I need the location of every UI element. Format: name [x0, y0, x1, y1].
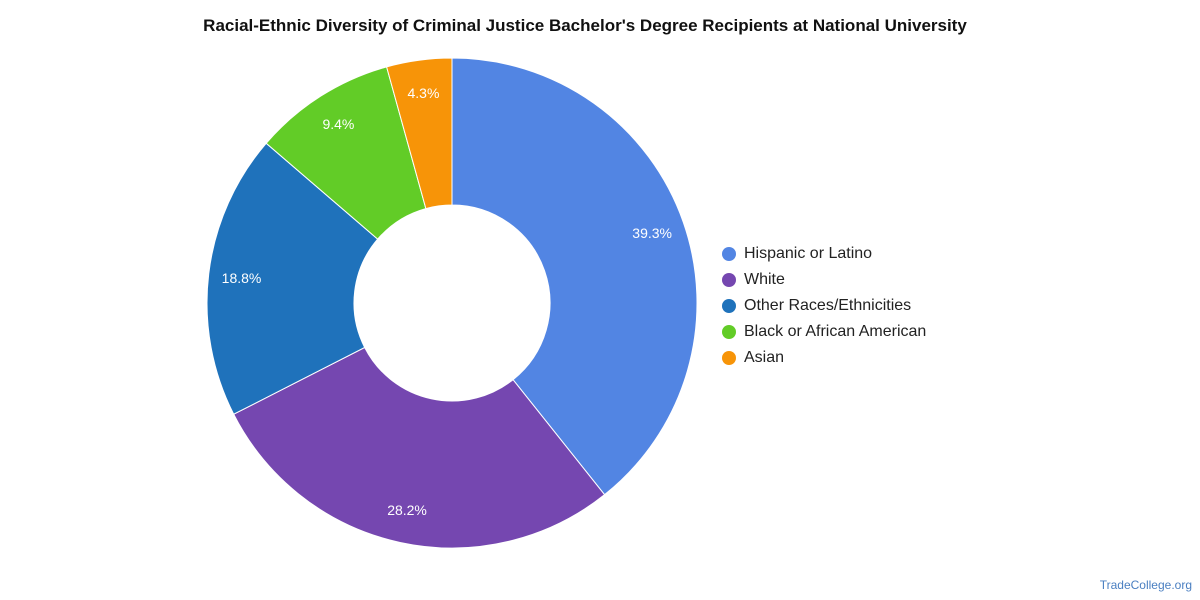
- legend-item-white[interactable]: White: [722, 267, 926, 293]
- slice-label-black-or-african-american: 9.4%: [322, 116, 354, 132]
- legend-label: Other Races/Ethnicities: [744, 297, 911, 315]
- legend: Hispanic or Latino White Other Races/Ethni…: [722, 241, 926, 371]
- legend-label: Asian: [744, 349, 784, 367]
- legend-item-hispanic-or-latino[interactable]: Hispanic or Latino: [722, 241, 926, 267]
- legend-item-other-races-ethnicities[interactable]: Other Races/Ethnicities: [722, 293, 926, 319]
- legend-swatch-icon: [722, 325, 736, 339]
- slice-label-white: 28.2%: [387, 502, 427, 518]
- legend-label: Hispanic or Latino: [744, 245, 872, 263]
- legend-label: White: [744, 271, 785, 289]
- legend-swatch-icon: [722, 299, 736, 313]
- watermark[interactable]: TradeCollege.org: [1100, 578, 1192, 592]
- legend-swatch-icon: [722, 247, 736, 261]
- legend-label: Black or African American: [744, 323, 926, 341]
- legend-swatch-icon: [722, 273, 736, 287]
- slice-label-hispanic-or-latino: 39.3%: [632, 225, 672, 241]
- slice-label-asian: 4.3%: [407, 85, 439, 101]
- legend-item-black-or-african-american[interactable]: Black or African American: [722, 319, 926, 345]
- legend-item-asian[interactable]: Asian: [722, 345, 926, 371]
- slice-label-other-races-ethnicities: 18.8%: [222, 270, 262, 286]
- legend-swatch-icon: [722, 351, 736, 365]
